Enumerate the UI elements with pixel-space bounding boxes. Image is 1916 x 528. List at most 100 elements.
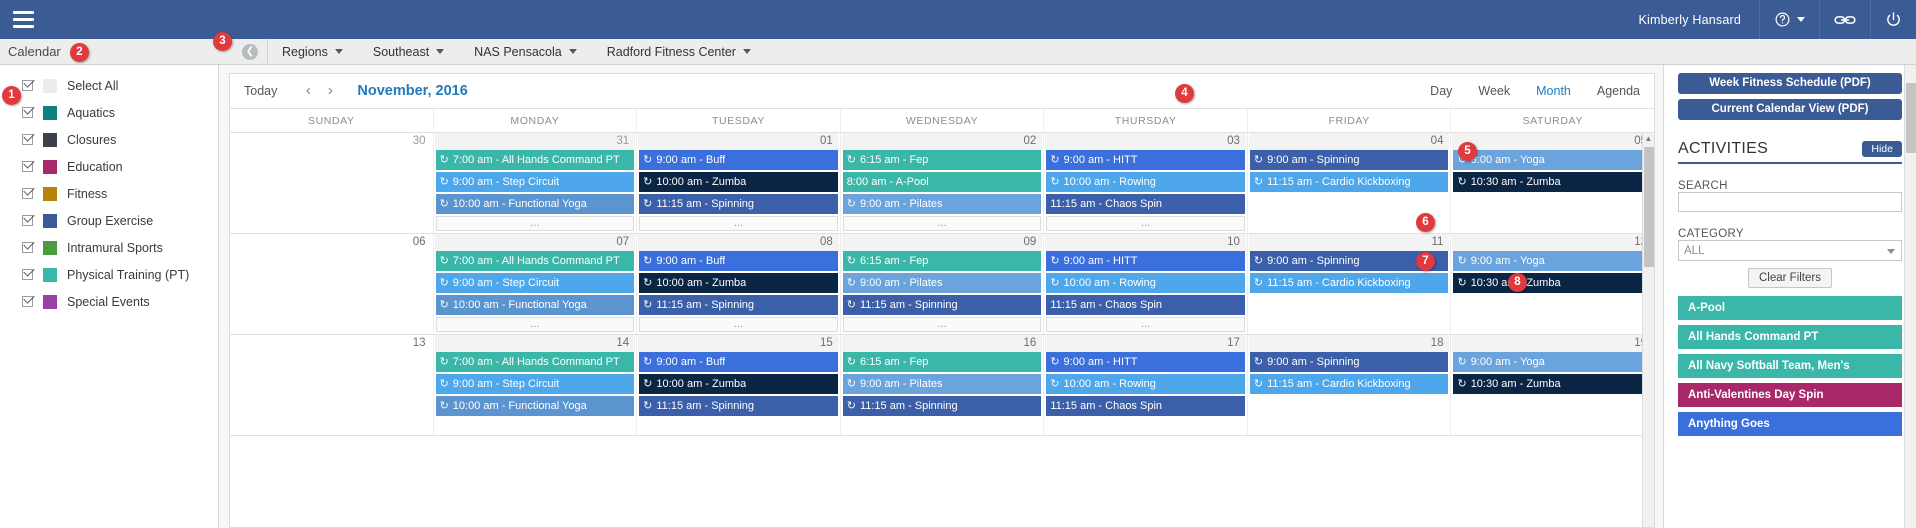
calendar-event[interactable]: ↻ 10:00 am - Rowing bbox=[1046, 374, 1245, 394]
calendar-event[interactable]: ↻ 9:00 am - Yoga bbox=[1453, 352, 1653, 372]
calendar-day-cell[interactable]: 30 bbox=[230, 133, 434, 233]
activity-item[interactable]: All Hands Command PT bbox=[1678, 325, 1902, 349]
category-select[interactable]: ALL bbox=[1678, 240, 1902, 261]
chevron-left-icon[interactable]: ‹ bbox=[305, 82, 312, 99]
calendar-view-agenda[interactable]: Agenda bbox=[1596, 84, 1640, 98]
calendar-day-cell[interactable]: 17 ↻ 9:00 am - HITT ↻ 10:00 am - Rowing 11:15… bbox=[1044, 335, 1248, 435]
calendar-event[interactable]: ↻ 11:15 am - Cardio Kickboxing bbox=[1249, 273, 1449, 293]
calendar-event[interactable]: ↻ 7:00 am - All Hands Command PT bbox=[435, 352, 635, 372]
calendar-event[interactable]: ↻ 9:00 am - Step Circuit bbox=[435, 172, 635, 192]
hide-button[interactable]: Hide bbox=[1862, 141, 1902, 157]
checkbox[interactable] bbox=[22, 242, 33, 253]
show-more-events-button[interactable]: ... bbox=[842, 317, 1042, 332]
calendar-event[interactable]: ↻ 10:00 am - Functional Yoga bbox=[435, 295, 635, 315]
sidebar-item-intramural-sports[interactable]: Intramural Sports bbox=[0, 234, 218, 261]
calendar-day-cell[interactable]: 08 ↻ 9:00 am - Buff ↻ 10:00 am - Zumba ↻ 11:15… bbox=[637, 234, 841, 334]
calendar-day-cell[interactable]: 02 ↻ 6:15 am - Fep 8:00 am - A-Pool ↻ 9:00 am… bbox=[841, 133, 1045, 233]
checkbox[interactable] bbox=[22, 188, 33, 199]
hamburger-icon[interactable] bbox=[0, 0, 46, 39]
calendar-day-cell[interactable]: 05 ↻ 9:00 am - Yoga ↻ 10:30 am - Zumba bbox=[1451, 133, 1654, 233]
scroll-up-icon[interactable]: ▲ bbox=[1644, 134, 1653, 143]
calendar-day-cell[interactable]: 09 ↻ 6:15 am - Fep ↻ 9:00 am - Pilates ↻ 11:15… bbox=[841, 234, 1045, 334]
activities-scrollbar[interactable] bbox=[1904, 65, 1916, 528]
calendar-event[interactable]: ↻ 11:15 am - Spinning bbox=[639, 396, 838, 416]
calendar-event[interactable]: ↻ 9:00 am - Yoga bbox=[1453, 251, 1653, 271]
calendar-event[interactable]: ↻ 9:00 am - HITT bbox=[1046, 352, 1245, 372]
calendar-event[interactable]: ↻10:30 am - Zumba bbox=[1453, 172, 1653, 192]
calendar-day-cell[interactable]: 06 bbox=[230, 234, 434, 334]
calendar-view-day[interactable]: Day bbox=[1430, 84, 1453, 98]
breadcrumb-regions[interactable]: Regions bbox=[282, 45, 357, 59]
calendar-day-cell[interactable]: 04 ↻ 9:00 am - Spinning ↻ 11:15 am - Cardio … bbox=[1248, 133, 1452, 233]
calendar-event[interactable]: ↻10:30 am - Zumba bbox=[1453, 273, 1653, 293]
calendar-event[interactable]: ↻ 10:00 am - Zumba bbox=[639, 172, 838, 192]
calendar-event[interactable]: ↻ 10:00 am - Zumba bbox=[639, 273, 838, 293]
activity-item[interactable]: A-Pool bbox=[1678, 296, 1902, 320]
calendar-event[interactable]: ↻ 10:00 am - Zumba bbox=[639, 374, 838, 394]
calendar-event[interactable]: ↻ 7:00 am - All Hands Command PT bbox=[435, 251, 635, 271]
show-more-events-button[interactable]: ... bbox=[435, 216, 635, 231]
scrollbar-thumb[interactable] bbox=[1906, 83, 1916, 153]
today-button[interactable]: Today bbox=[244, 84, 278, 98]
calendar-event[interactable]: ↻ 11:15 am - Cardio Kickboxing bbox=[1249, 374, 1449, 394]
calendar-day-cell[interactable]: 12↻9:00 am - Yoga↻10:30 am - Zumba bbox=[1451, 234, 1654, 334]
show-more-events-button[interactable]: ... bbox=[1046, 317, 1245, 332]
sidebar-item-aquatics[interactable]: Aquatics bbox=[0, 99, 218, 126]
calendar-event[interactable]: ↻ 6:15 am - Fep bbox=[842, 352, 1042, 372]
calendar-day-cell[interactable]: 03 ↻ 9:00 am - HITT ↻ 10:00 am - Rowing 11:15… bbox=[1044, 133, 1248, 233]
sidebar-item-fitness[interactable]: Fitness bbox=[0, 180, 218, 207]
breadcrumb-nas-pensacola[interactable]: NAS Pensacola bbox=[474, 45, 591, 59]
calendar-event[interactable]: 8:00 am - A-Pool bbox=[842, 172, 1042, 192]
checkbox[interactable] bbox=[22, 134, 33, 145]
calendar-event[interactable]: ↻10:30 am - Zumba bbox=[1453, 374, 1653, 394]
sidebar-item-group-exercise[interactable]: Group Exercise bbox=[0, 207, 218, 234]
sidebar-item-special-events[interactable]: Special Events bbox=[0, 288, 218, 315]
sidebar-item-education[interactable]: Education bbox=[0, 153, 218, 180]
calendar-event[interactable]: ↻ 9:00 am - Buff bbox=[639, 150, 838, 170]
checkbox[interactable] bbox=[22, 269, 33, 280]
show-more-events-button[interactable]: ... bbox=[435, 317, 635, 332]
checkbox[interactable] bbox=[22, 215, 33, 226]
calendar-event[interactable]: ↻ 10:00 am - Functional Yoga bbox=[435, 396, 635, 416]
breadcrumb-southeast[interactable]: Southeast bbox=[373, 45, 458, 59]
calendar-event[interactable]: ↻ 9:00 am - Pilates bbox=[842, 194, 1042, 214]
sidebar-item-physical-training-pt[interactable]: Physical Training (PT) bbox=[0, 261, 218, 288]
show-more-events-button[interactable]: ... bbox=[639, 216, 838, 231]
clear-filters-button[interactable]: Clear Filters bbox=[1748, 268, 1832, 288]
calendar-event[interactable]: ↻ 6:15 am - Fep bbox=[842, 150, 1042, 170]
calendar-event[interactable]: ↻ 9:00 am - Step Circuit bbox=[435, 374, 635, 394]
calendar-event[interactable]: 11:15 am - Chaos Spin bbox=[1046, 194, 1245, 214]
calendar-event[interactable]: ↻ 9:00 am - Step Circuit bbox=[435, 273, 635, 293]
search-input[interactable] bbox=[1678, 192, 1902, 212]
show-more-events-button[interactable]: ... bbox=[639, 317, 838, 332]
calendar-event[interactable]: ↻ 9:00 am - HITT bbox=[1046, 251, 1245, 271]
calendar-event[interactable]: ↻ 9:00 am - Buff bbox=[639, 251, 838, 271]
calendar-event[interactable]: 11:15 am - Chaos Spin bbox=[1046, 295, 1245, 315]
calendar-event[interactable]: ↻ 9:00 am - Spinning bbox=[1249, 150, 1449, 170]
calendar-vertical-scrollbar[interactable]: ▲ bbox=[1642, 133, 1654, 527]
breadcrumb-radford-fitness-center[interactable]: Radford Fitness Center bbox=[607, 45, 765, 59]
calendar-event[interactable]: ↻ 9:00 am - Yoga bbox=[1453, 150, 1653, 170]
activity-item[interactable]: Anything Goes bbox=[1678, 412, 1902, 436]
calendar-event[interactable]: ↻ 11:15 am - Cardio Kickboxing bbox=[1249, 172, 1449, 192]
calendar-day-cell[interactable]: 10 ↻ 9:00 am - HITT ↻ 10:00 am - Rowing 11:15… bbox=[1044, 234, 1248, 334]
help-menu-button[interactable] bbox=[1759, 0, 1819, 39]
calendar-event[interactable]: ↻ 9:00 am - Spinning bbox=[1249, 251, 1449, 271]
scrollbar-thumb[interactable] bbox=[1644, 147, 1654, 267]
calendar-day-cell[interactable]: 14 ↻ 7:00 am - All Hands Command PT ↻ 9:00 a… bbox=[434, 335, 638, 435]
pdf-button-1[interactable]: Week Fitness Schedule (PDF) bbox=[1678, 73, 1902, 94]
calendar-day-cell[interactable]: 01 ↻ 9:00 am - Buff ↻ 10:00 am - Zumba ↻ 11:15… bbox=[637, 133, 841, 233]
calendar-event[interactable]: ↻ 11:15 am - Spinning bbox=[842, 396, 1042, 416]
activity-item[interactable]: Anti-Valentines Day Spin bbox=[1678, 383, 1902, 407]
pdf-button-2[interactable]: Current Calendar View (PDF) bbox=[1678, 99, 1902, 120]
calendar-event[interactable]: ↻ 9:00 am - HITT bbox=[1046, 150, 1245, 170]
sidebar-item-select-all[interactable]: Select All bbox=[0, 72, 218, 99]
link-button[interactable] bbox=[1819, 0, 1870, 39]
calendar-event[interactable]: ↻ 7:00 am - All Hands Command PT bbox=[435, 150, 635, 170]
calendar-event[interactable]: ↻ 10:00 am - Rowing bbox=[1046, 172, 1245, 192]
calendar-event[interactable]: ↻ 11:15 am - Spinning bbox=[842, 295, 1042, 315]
checkbox[interactable] bbox=[22, 107, 33, 118]
show-more-events-button[interactable]: ... bbox=[842, 216, 1042, 231]
sidebar-item-closures[interactable]: Closures bbox=[0, 126, 218, 153]
calendar-event[interactable]: ↻ 9:00 am - Pilates bbox=[842, 374, 1042, 394]
